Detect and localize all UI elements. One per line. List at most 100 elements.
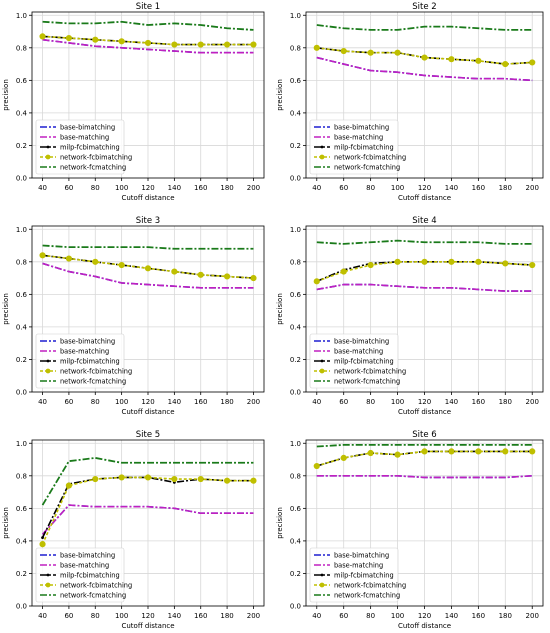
data-point bbox=[340, 454, 347, 462]
data-point bbox=[394, 49, 401, 56]
x-tick-label: 80 bbox=[91, 184, 100, 192]
data-point bbox=[421, 448, 428, 455]
data-point bbox=[529, 448, 536, 455]
legend-box bbox=[309, 119, 399, 175]
data-point bbox=[92, 475, 99, 483]
x-tick-label: 200 bbox=[526, 398, 539, 406]
y-tick-label: 0.8 bbox=[290, 44, 301, 52]
data-point bbox=[171, 475, 178, 483]
y-tick-label: 0.0 bbox=[290, 389, 301, 397]
x-tick-label: 100 bbox=[391, 184, 404, 192]
y-tick-label: 0.0 bbox=[290, 603, 301, 611]
data-point bbox=[92, 258, 99, 265]
x-tick-label: 120 bbox=[418, 184, 431, 192]
x-tick-label: 40 bbox=[38, 612, 47, 620]
x-axis-label: Cutoff distance bbox=[121, 622, 174, 629]
data-point bbox=[197, 41, 204, 48]
data-point bbox=[250, 477, 257, 484]
y-tick-label: 0.2 bbox=[290, 570, 301, 578]
series-network-fcmatching bbox=[316, 443, 533, 448]
legend-marker bbox=[45, 368, 51, 374]
x-tick-label: 180 bbox=[499, 612, 512, 620]
series-line bbox=[316, 443, 533, 448]
x-tick-label: 40 bbox=[312, 184, 321, 192]
chart-title: Site 4 bbox=[412, 216, 436, 226]
data-point bbox=[394, 258, 401, 265]
x-tick-label: 160 bbox=[472, 184, 485, 192]
chart-panel-2: 40 60 80 100 120 140 160 180 200 0.0 0.2 0.4 0.6 0.8 1… bbox=[276, 2, 544, 202]
chart-title: Site 5 bbox=[136, 430, 160, 440]
x-tick-label: 120 bbox=[141, 398, 154, 406]
legend-label: base-bimatching bbox=[60, 552, 115, 560]
y-tick-label: 0.8 bbox=[16, 258, 27, 266]
y-tick-label: 0.2 bbox=[16, 142, 27, 150]
x-tick-label: 60 bbox=[339, 612, 348, 620]
x-tick-label: 40 bbox=[38, 398, 47, 406]
chart-title: Site 3 bbox=[136, 216, 160, 226]
legend-label: network-fcbimatching bbox=[334, 154, 406, 162]
data-point bbox=[313, 278, 320, 285]
series-line bbox=[316, 24, 533, 31]
legend: base-bimatching base-matching milp-fcbimat… bbox=[35, 119, 132, 175]
legend-label: network-fcbimatching bbox=[60, 154, 132, 162]
x-tick-label: 200 bbox=[526, 184, 539, 192]
series-line bbox=[316, 56, 533, 82]
data-point bbox=[65, 34, 73, 42]
data-point bbox=[223, 41, 231, 48]
x-tick-label: 180 bbox=[499, 184, 512, 192]
y-tick-label: 0.8 bbox=[290, 258, 301, 266]
chart-panel-5: 40 60 80 100 120 140 160 180 200 0.0 0.2 0.4 0.6 0.8 1… bbox=[2, 430, 265, 630]
y-tick-label: 0.0 bbox=[16, 175, 27, 183]
legend: base-bimatching base-matching milp-fcbimat… bbox=[309, 119, 406, 175]
series-network-fcmatching bbox=[41, 456, 254, 506]
data-point bbox=[118, 474, 125, 481]
x-tick-label: 120 bbox=[141, 184, 154, 192]
series-network-fcmatching bbox=[316, 24, 533, 31]
y-tick-label: 0.2 bbox=[16, 356, 27, 364]
series-base-matching bbox=[316, 56, 533, 82]
x-tick-label: 80 bbox=[91, 612, 100, 620]
x-tick-label: 40 bbox=[312, 612, 321, 620]
y-tick-label: 0.4 bbox=[16, 537, 28, 545]
x-tick-label: 200 bbox=[247, 184, 260, 192]
chart-panel-4: 40 60 80 100 120 140 160 180 200 0.0 0.2 0.4 0.6 0.8 1… bbox=[276, 216, 544, 416]
legend: base-bimatching base-matching milp-fcbimat… bbox=[309, 333, 406, 389]
x-tick-label: 160 bbox=[194, 184, 207, 192]
data-point bbox=[340, 47, 347, 55]
data-point bbox=[448, 258, 455, 265]
x-axis-label: Cutoff distance bbox=[121, 408, 174, 416]
y-tick-label: 1.0 bbox=[290, 12, 301, 20]
legend-label: network-fcmatching bbox=[60, 592, 126, 600]
y-tick-label: 0.4 bbox=[290, 323, 302, 331]
x-tick-label: 80 bbox=[366, 184, 375, 192]
chart-panel-6: 40 60 80 100 120 140 160 180 200 0.0 0.2 0.4 0.6 0.8 1… bbox=[276, 430, 544, 630]
x-axis-label: Cutoff distance bbox=[398, 408, 451, 416]
series-base-matching bbox=[42, 262, 254, 289]
y-tick-label: 0.0 bbox=[16, 389, 27, 397]
x-tick-label: 40 bbox=[38, 184, 47, 192]
legend-label: network-fcmatching bbox=[334, 164, 400, 172]
legend-label: network-fcmatching bbox=[334, 592, 400, 600]
series-base-matching bbox=[316, 283, 533, 292]
legend-label: network-fcmatching bbox=[60, 164, 126, 172]
x-axis-label: Cutoff distance bbox=[398, 194, 451, 202]
x-tick-label: 60 bbox=[339, 184, 348, 192]
legend-label: base-bimatching bbox=[60, 338, 115, 346]
x-axis-label: Cutoff distance bbox=[121, 194, 174, 202]
data-point bbox=[421, 54, 428, 61]
data-point bbox=[223, 273, 231, 280]
y-tick-label: 0.8 bbox=[16, 472, 27, 480]
y-tick-label: 1.0 bbox=[290, 226, 301, 234]
data-point bbox=[394, 451, 401, 458]
legend-label: base-matching bbox=[334, 134, 383, 142]
legend-marker bbox=[320, 573, 324, 577]
legend-marker bbox=[320, 359, 324, 363]
legend-label: base-bimatching bbox=[60, 124, 115, 132]
y-tick-label: 0.0 bbox=[290, 175, 301, 183]
legend-label: milp-fcbimatching bbox=[334, 572, 394, 580]
data-point bbox=[475, 57, 482, 64]
x-tick-label: 200 bbox=[526, 612, 539, 620]
data-point bbox=[223, 477, 231, 484]
legend-label: base-matching bbox=[334, 348, 383, 356]
